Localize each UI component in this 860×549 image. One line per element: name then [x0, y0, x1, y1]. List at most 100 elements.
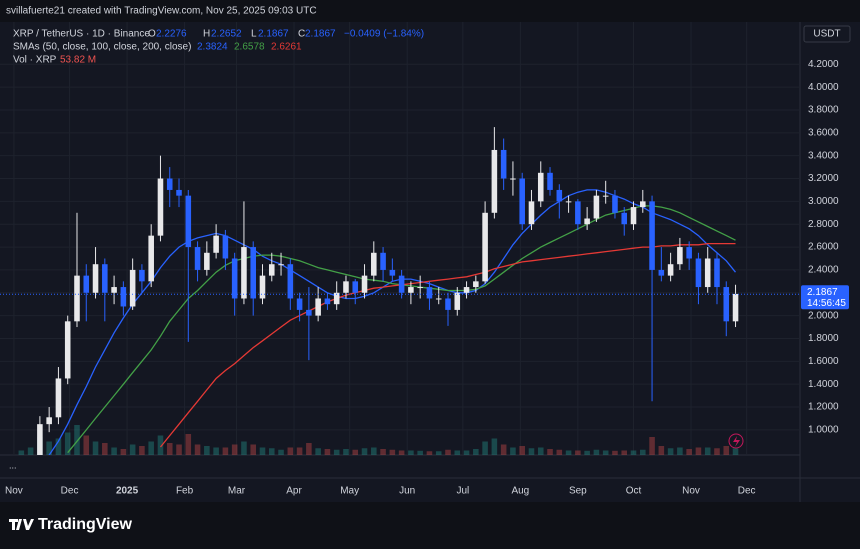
volume-bar — [658, 446, 665, 455]
candle-body — [371, 252, 377, 276]
alert-bolt — [733, 436, 740, 447]
high-value: 2.2652 — [211, 29, 242, 40]
sma-value: 2.3824 — [197, 42, 228, 53]
candle-body — [166, 178, 173, 190]
candle-body — [723, 287, 730, 322]
candle-body — [231, 258, 238, 299]
alert-icon[interactable] — [728, 433, 744, 449]
candle-body — [602, 195, 609, 197]
volume-bar — [324, 449, 331, 455]
y-tick-label: 2.4000 — [808, 265, 839, 276]
y-tick-label: 2.0000 — [808, 310, 839, 321]
x-tick-label: Dec — [738, 486, 756, 497]
last-price-tag — [801, 285, 849, 310]
x-tick-label: Aug — [511, 486, 529, 497]
candle-body — [612, 195, 618, 213]
volume-bar — [333, 449, 340, 455]
volume-bar — [241, 441, 247, 455]
logo-mark — [9, 519, 34, 530]
candle-body — [92, 264, 99, 293]
x-tick-label: Feb — [176, 486, 194, 497]
x-tick-label: Oct — [626, 486, 642, 497]
candle-body — [139, 269, 145, 282]
volume-bar — [565, 450, 572, 455]
candle-body — [491, 149, 498, 213]
volume-bar — [473, 449, 479, 455]
volume-bar — [575, 450, 581, 455]
candle-body — [408, 287, 414, 293]
volume-bar — [491, 438, 498, 455]
candle-body — [157, 178, 164, 236]
volume-bar — [537, 447, 544, 455]
candle-body — [204, 252, 210, 270]
volume — [18, 425, 739, 455]
candle-body — [306, 309, 312, 316]
candle-body — [463, 287, 470, 293]
candle-body — [83, 275, 90, 293]
candle-body — [584, 218, 590, 225]
volume-bar — [287, 447, 294, 455]
candle-body — [649, 201, 655, 270]
candle-body — [445, 298, 451, 310]
volume-bar — [268, 448, 275, 455]
close-label: C — [298, 29, 305, 40]
volume-bar — [445, 449, 451, 455]
volume-bar — [296, 447, 303, 455]
candle-body — [667, 264, 674, 276]
grid — [0, 22, 800, 455]
candle-body — [482, 212, 488, 282]
candle-body — [500, 149, 507, 179]
candle-body — [361, 275, 368, 293]
volume-bar — [426, 451, 433, 455]
countdown: 14:56:45 — [807, 298, 846, 309]
candle-body — [259, 275, 266, 299]
volume-bar — [148, 441, 154, 455]
volume-bar — [27, 447, 34, 455]
volume-bar — [547, 449, 553, 455]
candle-body — [129, 269, 136, 307]
volume-bar — [732, 448, 739, 455]
candle-body — [398, 275, 405, 293]
y-tick-label: 2.8000 — [808, 219, 839, 230]
volume-bar — [139, 446, 145, 455]
currency[interactable]: USDT — [813, 29, 840, 40]
candle-body — [241, 247, 247, 299]
candle-body — [343, 281, 349, 293]
brand: TradingView — [38, 516, 133, 533]
volume-bar — [231, 444, 238, 455]
change: −0.0409 (−1.84%) — [344, 29, 424, 40]
volume-bar — [343, 449, 349, 455]
more[interactable]: ... — [9, 460, 17, 470]
y-tick-label: 1.6000 — [808, 356, 839, 367]
volume-bar — [500, 444, 507, 455]
volume-bar — [352, 449, 359, 455]
volume-bar — [510, 447, 516, 455]
y-tick-label: 3.8000 — [808, 105, 839, 116]
high-label: H — [203, 29, 210, 40]
volume-bar — [686, 449, 692, 455]
volume-bar — [102, 443, 108, 455]
candle-body — [102, 264, 108, 293]
volume-bar — [602, 450, 609, 455]
candle-body — [714, 258, 720, 288]
volume-bar — [371, 447, 377, 455]
candle-body — [704, 258, 711, 288]
volume-bar — [704, 447, 711, 455]
volume-bar — [463, 450, 470, 455]
candle-body — [640, 201, 646, 208]
candle-body — [630, 207, 637, 225]
candle-body — [417, 287, 423, 289]
volume-bar — [584, 450, 590, 455]
x-tick-label: 2025 — [116, 486, 139, 497]
candle-body — [278, 264, 284, 266]
volume-bar — [723, 446, 730, 455]
volume-bar — [111, 447, 117, 455]
candle-body — [547, 172, 553, 190]
volume-bar — [194, 444, 201, 455]
currency-box[interactable] — [803, 25, 851, 43]
x-tick-label: May — [340, 486, 359, 497]
price-axis — [800, 22, 860, 502]
candle-body — [556, 189, 563, 202]
y-tick-label: 2.6000 — [808, 242, 839, 253]
x-tick-label: Mar — [228, 486, 246, 497]
